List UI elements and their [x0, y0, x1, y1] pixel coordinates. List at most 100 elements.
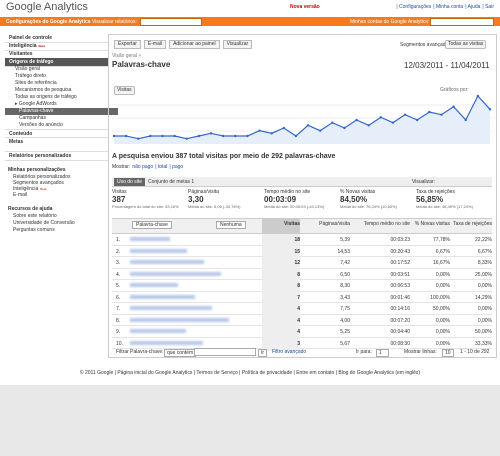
keyword-blur[interactable]	[130, 317, 229, 322]
rows-select[interactable]: 10	[442, 349, 454, 357]
table-header: Palavra-chave Nenhuma Visitas Páginas/visit…	[112, 218, 492, 234]
advanced-filter[interactable]: Filtro avançado	[272, 349, 307, 355]
go-button[interactable]: Ir	[258, 349, 268, 357]
link[interactable]: Perguntas comuns	[13, 227, 55, 233]
toolbar-button[interactable]: Visualizar	[222, 40, 253, 49]
column-header[interactable]: Tempo médio no site	[363, 221, 410, 227]
column-header[interactable]: Visitas	[262, 219, 300, 233]
link[interactable]: Relatórios personalizados	[13, 174, 71, 180]
chart-point	[161, 134, 164, 138]
nav-subitem[interactable]: Sites de referência	[15, 80, 57, 86]
nav-subitem[interactable]: Versões do anúncio	[19, 122, 63, 128]
metric-label: Páginas/visita	[188, 189, 219, 195]
link[interactable]: Inteligência Beta	[13, 186, 47, 192]
column-header[interactable]: Páginas/visita	[319, 221, 350, 227]
cell: 8	[262, 268, 300, 282]
table-row: 6. 7 3,43 00:01:46 100,00% 14,29%	[112, 291, 492, 305]
link[interactable]: Sobre este relatório	[13, 213, 57, 219]
column-header[interactable]: Palavra-chave	[132, 221, 172, 229]
rows-label: Mostrar linhas:	[404, 349, 437, 355]
nav-subitem[interactable]: Mecanismos de pesquisa	[15, 87, 72, 93]
keyword-blur[interactable]	[130, 283, 178, 287]
chart-point	[294, 134, 298, 138]
show-option[interactable]: | total	[155, 164, 168, 170]
keyword-blur[interactable]	[130, 329, 186, 333]
nav-subitem[interactable]: Palavras-chave	[5, 108, 118, 115]
keyword-blur[interactable]	[130, 306, 212, 310]
link[interactable]: Universidade de Conversão	[13, 220, 75, 226]
nav-item[interactable]: Relatórios personalizados	[5, 151, 108, 161]
header-link[interactable]: | Minha conta	[433, 4, 464, 10]
header-link[interactable]: | Sair	[482, 4, 494, 10]
chart-point	[246, 134, 249, 138]
show-label: Mostrar:	[112, 164, 131, 170]
date-range[interactable]: 12/03/2011 - 11/04/2011	[404, 61, 490, 70]
toolbar: Exportar E-mail Adicionar ao painel Visuali…	[114, 40, 255, 49]
link[interactable]: Segmentos avançados	[13, 180, 64, 186]
segment-select[interactable]: Todas as visitas	[445, 40, 487, 49]
tab[interactable]: Conjunto de metas 1	[148, 179, 195, 185]
toolbar-button[interactable]: Exportar	[114, 40, 141, 49]
toolbar-button[interactable]: Adicionar ao painel	[169, 40, 220, 49]
logo: Google Analytics	[6, 1, 88, 13]
metric-value: 56,85%	[416, 195, 444, 204]
filter-input[interactable]	[194, 348, 256, 356]
sidebar: Painel de controle Inteligência Beta Visita…	[5, 34, 118, 294]
breadcrumb[interactable]: Visão geral »	[112, 53, 142, 59]
goto-input[interactable]: 1	[376, 349, 389, 357]
chart-point	[221, 134, 225, 138]
column-header[interactable]: Nenhuma	[216, 221, 246, 229]
new-version[interactable]: Nova versão	[290, 4, 320, 10]
nav-subitem[interactable]: ▸ Google AdWords	[15, 101, 57, 107]
cell: 50,00%	[475, 329, 492, 335]
nav-item[interactable]: Conteúdo	[5, 129, 108, 138]
table-row: 8. 4 4,00 00:07:20 0,00% 0,00%	[112, 314, 492, 328]
nav-subitem[interactable]: Campanhas	[19, 115, 46, 121]
metric-note: Média do site: 76,24% (10,83%)	[340, 204, 397, 209]
cell: 5,25	[340, 329, 350, 335]
header-link[interactable]: | Ajuda	[465, 4, 481, 10]
column-header[interactable]: % Novas visitas	[414, 221, 450, 227]
cell: 7	[262, 291, 300, 305]
column-header[interactable]: Taxa de rejeições	[453, 221, 492, 227]
keyword-blur[interactable]	[130, 237, 170, 241]
main-panel	[108, 34, 497, 358]
table-row: 1. 18 5,39 00:03:23 77,78% 22,22%	[112, 234, 492, 247]
nav-item[interactable]: Metas	[5, 137, 108, 146]
goto-label: Ir para:	[356, 349, 372, 355]
my-accounts-select[interactable]	[430, 18, 494, 26]
settings-link[interactable]: Configurações do Google Analytics	[6, 19, 91, 25]
nav-subitem[interactable]: Visão geral	[15, 66, 40, 72]
tab[interactable]: Uso do site	[114, 178, 146, 186]
section-title: Minhas personalizações	[8, 167, 66, 173]
keyword-blur[interactable]	[130, 294, 195, 299]
nav-item[interactable]: Inteligência Beta	[5, 42, 108, 51]
row-number: 5.	[116, 283, 121, 289]
header-link[interactable]: | Configurações	[396, 4, 432, 10]
keyword-blur[interactable]	[130, 271, 221, 276]
account-select[interactable]	[140, 18, 202, 26]
link[interactable]: E-mail	[13, 192, 28, 198]
chart-point	[234, 134, 237, 138]
nav-subitem[interactable]: Todas as origens de tráfego	[15, 94, 77, 100]
toolbar-button[interactable]: E-mail	[143, 40, 167, 49]
visits-chart	[112, 94, 492, 144]
keyword-blur[interactable]	[130, 340, 203, 345]
summary-metric: % Novas visitas 84,50% Média do site: 76,2…	[340, 189, 414, 209]
filter-select[interactable]: que contém	[164, 349, 197, 357]
show-option[interactable]: | pago	[169, 164, 184, 170]
keyword-blur[interactable]	[130, 260, 204, 264]
metric-label: Taxa de rejeições	[416, 189, 455, 195]
cell: 00:03:51	[390, 271, 410, 278]
nav-item[interactable]: Origens de tráfego	[5, 58, 108, 67]
table-row: 3. 12 7,42 00:17:52 16,67% 8,33%	[112, 257, 492, 270]
nav-subitem[interactable]: Tráfego direto	[15, 73, 46, 79]
chart-point	[282, 126, 286, 130]
keyword-blur[interactable]	[130, 248, 187, 253]
legend[interactable]: Visitas	[114, 86, 135, 95]
cell: 8,30	[340, 283, 350, 289]
footer: © 2011 Google | Página inicial do Google…	[79, 370, 421, 376]
nav-item[interactable]: Painel de controle	[5, 34, 108, 43]
show-option[interactable]: não pago	[132, 164, 154, 170]
